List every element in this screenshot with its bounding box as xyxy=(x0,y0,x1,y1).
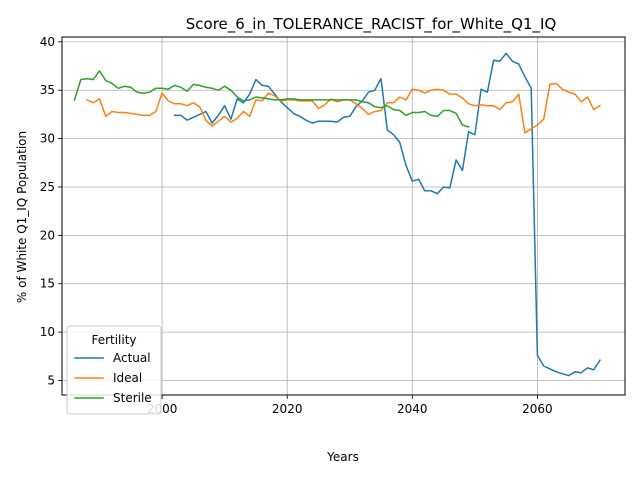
legend-label-actual: Actual xyxy=(113,351,151,365)
x-axis-label: Years xyxy=(326,450,359,464)
plot-frame xyxy=(61,36,626,396)
series-line-sterile xyxy=(73,70,470,128)
y-tick-label: 15 xyxy=(40,277,55,291)
y-axis-label: % of White Q1_IQ Population xyxy=(15,131,29,303)
chart-title: Score_6_in_TOLERANCE_RACIST_for_White_Q1… xyxy=(186,15,557,34)
y-tick-label: 25 xyxy=(40,180,55,194)
y-tick-label: 5 xyxy=(47,373,55,387)
legend-label-sterile: Sterile xyxy=(113,391,152,405)
y-tick-label: 35 xyxy=(40,83,55,97)
y-tick-label: 30 xyxy=(40,132,55,146)
x-tick-label: 2040 xyxy=(397,402,428,416)
y-tick-label: 20 xyxy=(40,228,55,242)
y-axis-ticks: 5 10 15 20 25 30 35 40 xyxy=(40,35,62,387)
series-lines xyxy=(73,52,602,377)
legend: Fertility Actual Ideal Sterile xyxy=(66,325,162,415)
y-tick-label: 40 xyxy=(40,35,55,49)
x-tick-label: 2060 xyxy=(522,402,553,416)
y-tick-label: 10 xyxy=(40,325,55,339)
legend-title: Fertility xyxy=(91,333,136,347)
x-tick-label: 2020 xyxy=(272,402,303,416)
legend-label-ideal: Ideal xyxy=(113,371,142,385)
legend-box xyxy=(66,325,162,415)
